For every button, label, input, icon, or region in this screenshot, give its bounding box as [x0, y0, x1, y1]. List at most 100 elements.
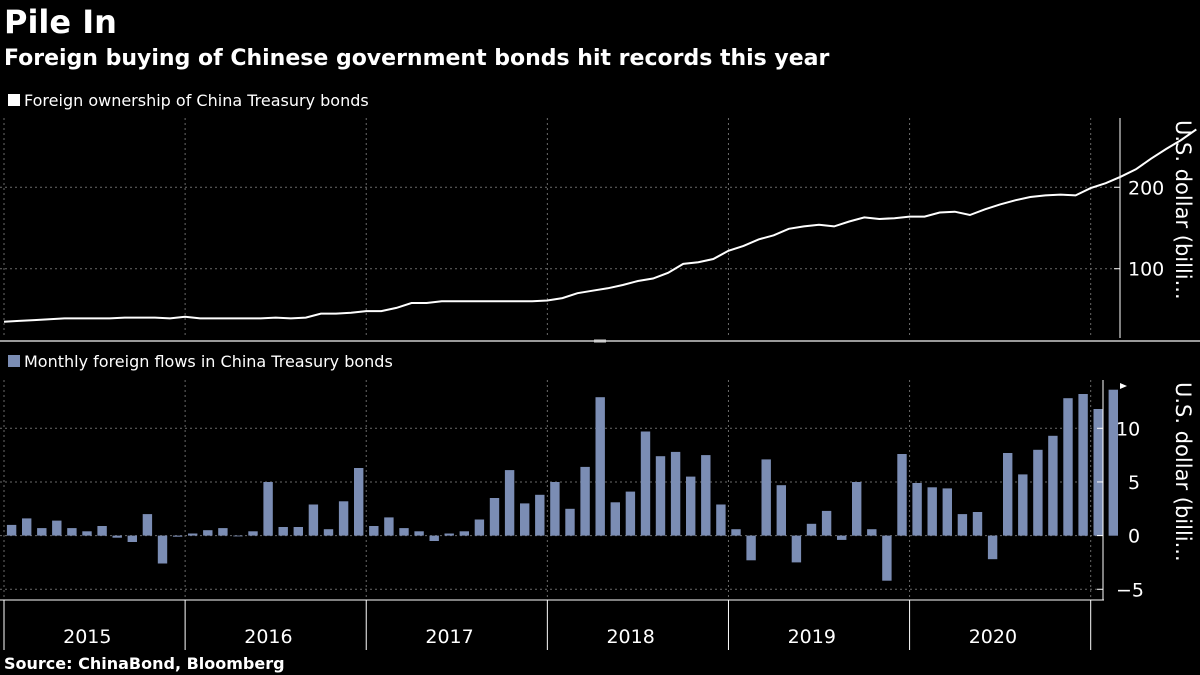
- flows-bar: [474, 519, 485, 536]
- flows-bar: [233, 535, 243, 537]
- flows-bar: [686, 476, 696, 536]
- flows-bar: [791, 535, 802, 563]
- flows-bar: [1033, 449, 1043, 536]
- flows-bar: [172, 535, 183, 537]
- flows-bar: [837, 535, 847, 540]
- flows-bar: [655, 456, 666, 536]
- ownership-legend-label: Foreign ownership of China Treasury bond…: [24, 91, 369, 110]
- x-axis-tick-label: 2019: [788, 626, 836, 648]
- flows-bar: [1063, 398, 1073, 536]
- flows-y-tick-label: 10: [1116, 418, 1140, 440]
- ownership-y-tick-label: 100: [1128, 259, 1164, 281]
- flows-bar: [897, 454, 907, 536]
- flows-bar: [580, 466, 590, 536]
- flows-bar: [1048, 435, 1058, 536]
- flows-bar: [369, 526, 379, 536]
- x-axis-tick-label: 2018: [606, 626, 654, 648]
- flows-bar: [640, 431, 651, 536]
- flows-panel: Monthly foreign flows in China Treasury …: [0, 352, 1195, 601]
- flows-bar: [354, 468, 364, 536]
- flows-bar: [550, 482, 560, 536]
- flows-bar: [852, 482, 862, 536]
- flows-bar: [716, 504, 726, 536]
- flows-bar: [670, 451, 681, 536]
- x-axis-tick-label: 2016: [244, 626, 292, 648]
- flows-bar: [746, 535, 756, 561]
- flows-bar: [444, 533, 454, 536]
- flows-bar: [701, 455, 711, 536]
- x-axis-tick-label: 2015: [63, 626, 111, 648]
- flows-bar: [82, 531, 92, 536]
- x-axis-tick-label: 2020: [969, 626, 1017, 648]
- flows-bar: [1078, 394, 1088, 536]
- flows-bar: [429, 535, 439, 541]
- flows-bar: [520, 503, 530, 536]
- flows-bar: [22, 518, 32, 536]
- ownership-series-line: [3, 128, 1197, 323]
- flows-bar: [97, 526, 107, 536]
- flows-bar: [67, 528, 77, 536]
- ownership-panel: Foreign ownership of China Treasury bond…: [0, 91, 1197, 338]
- ownership-y-axis-label: U.S. dollar (billi...: [1171, 120, 1195, 300]
- x-axis: 2015 2016 2017 2018 2019 2020: [0, 599, 1104, 650]
- flows-bar: [127, 535, 137, 542]
- flows-legend-swatch: [8, 355, 20, 367]
- flows-bar: [142, 514, 153, 536]
- flows-bar: [806, 523, 817, 536]
- flows-y-axis-label: U.S. dollar (billi...: [1171, 382, 1195, 562]
- flows-bar: [504, 470, 515, 536]
- flows-bar: [625, 491, 636, 536]
- flows-bar: [414, 531, 424, 536]
- flows-bar: [1093, 409, 1103, 536]
- x-axis-tick-label: 2017: [425, 626, 473, 648]
- flows-y-tick-label: 5: [1128, 472, 1140, 494]
- flows-bar: [203, 530, 213, 536]
- chart-subtitle: Foreign buying of Chinese government bon…: [4, 46, 830, 71]
- flows-bar: [776, 485, 786, 536]
- flows-bar: [6, 524, 17, 536]
- chart-source: Source: ChinaBond, Bloomberg: [4, 654, 285, 673]
- flows-bar: [821, 510, 832, 536]
- flows-bar: [610, 502, 620, 536]
- flows-bar: [731, 529, 741, 536]
- flows-bar: [867, 529, 877, 536]
- flows-bar: [338, 501, 349, 536]
- flows-bar: [248, 531, 258, 536]
- ownership-legend-swatch: [8, 94, 20, 106]
- flows-bar: [957, 514, 968, 536]
- flows-bar: [323, 529, 334, 536]
- flows-bar: [293, 527, 303, 536]
- flows-bar: [263, 482, 273, 536]
- flows-bar: [112, 535, 122, 538]
- flows-bar: [942, 488, 952, 536]
- flows-axis-arrow-icon: [1120, 383, 1127, 389]
- flows-bar: [565, 508, 575, 536]
- flows-bar: [1018, 474, 1028, 536]
- chart-title: Pile In: [4, 3, 117, 41]
- flows-bar: [384, 517, 394, 536]
- flows-bar: [459, 531, 469, 536]
- flows-bar: [278, 527, 288, 536]
- flows-y-tick-label: 0: [1128, 526, 1140, 548]
- flows-bar: [37, 528, 47, 536]
- flows-bar: [218, 528, 228, 536]
- flows-bar: [972, 512, 983, 536]
- flows-bar: [595, 397, 605, 536]
- flows-bar: [489, 498, 500, 536]
- flows-bar: [308, 504, 319, 536]
- flows-bar: [157, 535, 168, 564]
- flows-bar: [399, 528, 409, 536]
- flows-bar: [1003, 453, 1013, 536]
- flows-bar: [912, 483, 922, 536]
- flows-bar: [52, 520, 62, 536]
- flows-bar: [882, 535, 892, 581]
- ownership-y-tick-label: 200: [1128, 177, 1164, 199]
- flows-y-tick-label: −5: [1116, 579, 1144, 601]
- flows-bar: [188, 533, 198, 536]
- flows-bar: [761, 459, 771, 536]
- flows-legend-label: Monthly foreign flows in China Treasury …: [24, 352, 393, 371]
- flows-bar: [535, 494, 545, 536]
- flows-bar: [927, 487, 937, 536]
- flows-bar: [987, 535, 998, 560]
